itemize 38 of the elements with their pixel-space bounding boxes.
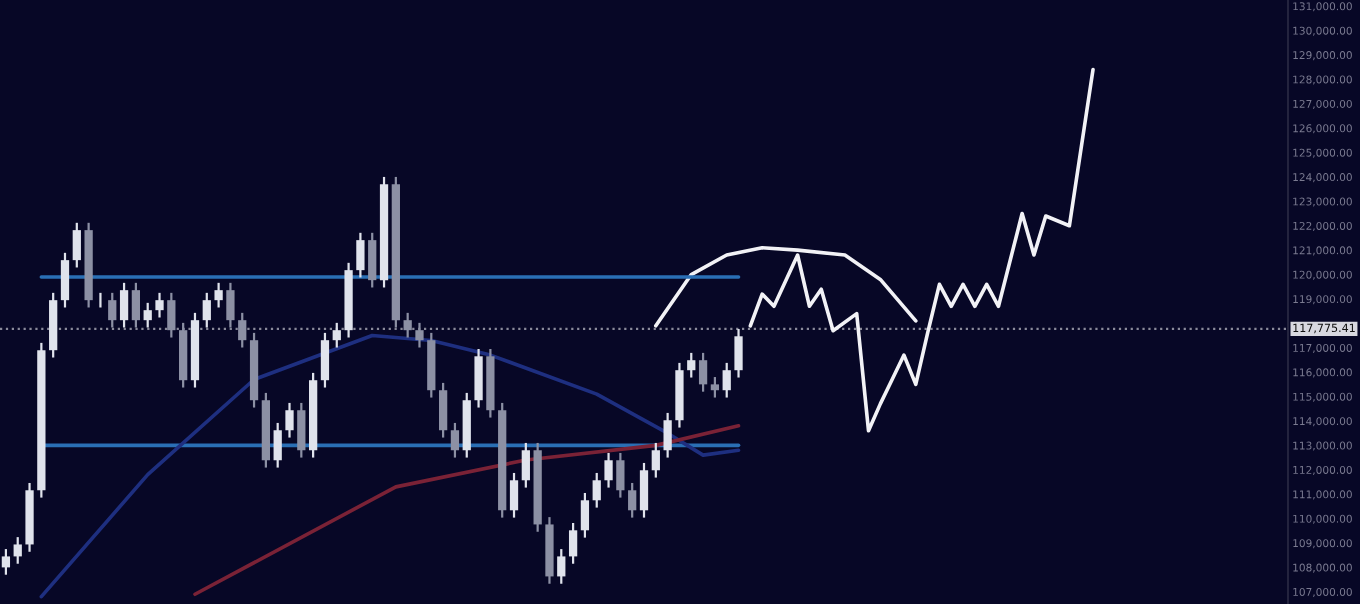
candlestick [557, 547, 566, 585]
candlestick [616, 451, 625, 499]
candlestick [155, 291, 164, 319]
candlestick [651, 441, 660, 479]
candlestick [639, 461, 649, 519]
candlestick [687, 351, 696, 379]
candlestick [450, 421, 460, 459]
candlestick [332, 321, 341, 349]
candlestick [474, 347, 483, 409]
line-series [39, 333, 741, 599]
candlestick [297, 401, 306, 459]
candlestick [710, 375, 720, 399]
candlestick [734, 327, 743, 379]
candlestick [72, 221, 81, 269]
candlestick [1, 547, 11, 576]
candlestick [320, 331, 330, 389]
candlestick [722, 361, 731, 399]
line-series [193, 424, 741, 597]
candlestick [202, 291, 211, 329]
candlestick [60, 251, 70, 309]
candlestick [214, 281, 223, 309]
candlestick [119, 281, 129, 329]
candlestick [143, 301, 152, 329]
candlestick [628, 481, 637, 519]
candlestick [663, 411, 672, 459]
candlestick [698, 351, 708, 393]
candlestick [438, 381, 448, 439]
candlestick [368, 231, 377, 289]
candlestick [592, 471, 601, 509]
candlestick [13, 536, 22, 565]
candlestick [580, 491, 590, 539]
candlestick [356, 231, 365, 279]
candlestick [521, 441, 530, 489]
candlestick [509, 471, 519, 519]
candlestick [273, 421, 282, 469]
candlestick [568, 521, 578, 565]
candlestick [604, 451, 613, 489]
candlestick [285, 401, 294, 439]
